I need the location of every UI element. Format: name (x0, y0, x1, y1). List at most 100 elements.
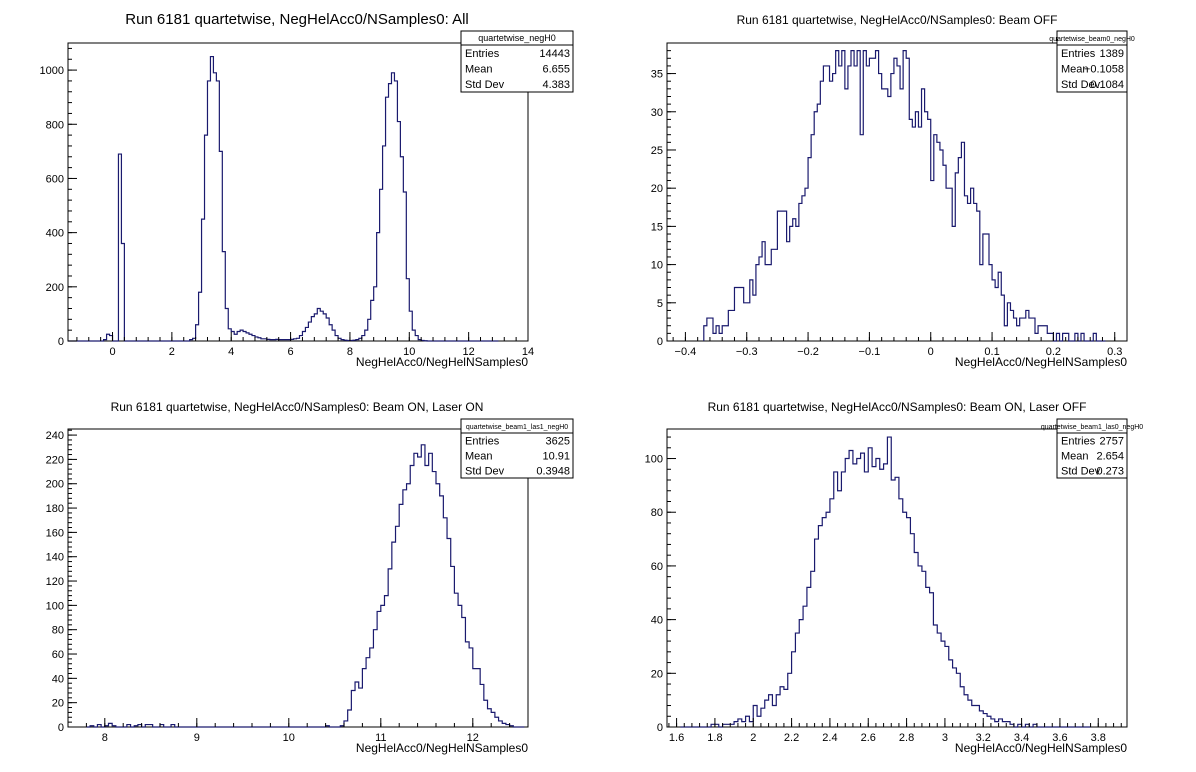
y-tick-label: 140 (46, 552, 64, 564)
y-tick-label: 40 (52, 673, 64, 685)
stats-label: Entries (1061, 48, 1096, 60)
x-axis-title: NegHelAcc0/NegHelNSamples0 (955, 355, 1127, 369)
plot-frame (666, 42, 1128, 342)
y-tick-label: 10 (651, 260, 663, 272)
stats-label: Mean (1061, 63, 1089, 75)
x-tick-label: −0.4 (675, 346, 697, 358)
x-axis-title: NegHelAcc0/NegHelNSamples0 (955, 741, 1127, 755)
y-tick-label: 40 (651, 615, 663, 627)
x-tick-label: −0.1 (859, 346, 881, 358)
y-tick-label: 100 (46, 600, 64, 612)
x-tick-label: 12 (463, 346, 475, 358)
stats-value: 14443 (539, 48, 570, 60)
stats-box: quartetwise_beam1_las0_negH0 Entries 2757 M… (1041, 418, 1143, 479)
stats-label: Entries (465, 48, 500, 60)
chart-panel-4: Run 6181 quartetwise, NegHelAcc0/NSample… (645, 400, 1144, 755)
x-tick-label: 2.6 (861, 732, 876, 744)
x-tick-label: 0 (109, 346, 115, 358)
y-tick-label: 200 (46, 282, 64, 294)
y-tick-label: 100 (645, 454, 663, 466)
x-tick-label: 14 (522, 346, 534, 358)
x-tick-label: 9 (194, 732, 200, 744)
stats-box-title: quartetwise_negH0 (478, 33, 556, 43)
histogram-series (680, 436, 1091, 728)
y-tick-label: 20 (52, 698, 64, 710)
stats-value: 0.273 (1096, 465, 1124, 477)
y-tick-label: 800 (46, 119, 64, 131)
stats-value: 3625 (546, 435, 570, 447)
x-tick-label: 12 (467, 732, 479, 744)
x-tick-label: 2.8 (899, 732, 914, 744)
stats-label: Std Dev (1061, 465, 1101, 477)
stats-box-frame (1056, 30, 1128, 93)
chart-title: Run 6181 quartetwise, NegHelAcc0/NSample… (737, 13, 1058, 27)
stats-box-frame (1056, 418, 1128, 479)
stats-box: quartetwise_beam0_negH0 Entries 1389 Mean−0… (1049, 30, 1135, 93)
y-tick-label: 240 (46, 430, 64, 442)
x-tick-label: 3.8 (1091, 732, 1106, 744)
chart-title: Run 6181 quartetwise, NegHelAcc0/NSample… (111, 400, 484, 414)
stats-box-title: quartetwise_beam0_negH0 (1049, 36, 1135, 43)
histogram-series (703, 50, 1106, 342)
stats-value: 0.3948 (536, 465, 570, 477)
stats-box: quartetwise_beam1_las1_negH0 Entries 3625 M… (460, 418, 574, 479)
y-tick-label: 60 (52, 649, 64, 661)
stats-value: 2.654 (1096, 450, 1124, 462)
y-tick-label: 20 (651, 668, 663, 680)
chart-title: Run 6181 quartetwise, NegHelAcc0/NSample… (125, 11, 469, 28)
x-tick-label: 1.8 (707, 732, 722, 744)
y-tick-label: 0 (657, 722, 663, 734)
stats-label: Std Dev (1061, 79, 1101, 91)
y-tick-label: 80 (651, 507, 663, 519)
y-tick-label: 5 (657, 298, 663, 310)
x-tick-label: −0.3 (736, 346, 758, 358)
x-tick-label: 10 (403, 346, 415, 358)
y-tick-label: 60 (651, 561, 663, 573)
x-tick-label: 0.1 (984, 346, 999, 358)
stats-value: 1389 (1100, 48, 1124, 60)
histogram-series (86, 444, 525, 728)
stats-label: Std Dev (465, 79, 505, 91)
chart-panel-2: Run 6181 quartetwise, NegHelAcc0/NSample… (651, 13, 1135, 369)
histogram-series (68, 55, 499, 342)
x-tick-label: 0 (928, 346, 934, 358)
y-tick-label: 220 (46, 454, 64, 466)
x-tick-label: 6 (288, 346, 294, 358)
x-tick-label: 2 (750, 732, 756, 744)
x-tick-label: 2.2 (784, 732, 799, 744)
y-tick-label: 25 (651, 145, 663, 157)
x-axis-title: NegHelAcc0/NegHelNSamples0 (356, 741, 528, 755)
stats-box-title: quartetwise_beam1_las1_negH0 (466, 424, 568, 431)
y-tick-label: 0 (58, 336, 64, 348)
y-tick-label: 600 (46, 173, 64, 185)
stats-value: 2757 (1100, 435, 1124, 447)
y-tick-label: 180 (46, 503, 64, 515)
stats-label: Mean (1061, 450, 1089, 462)
x-axis-title: NegHelAcc0/NegHelNSamples0 (356, 355, 528, 369)
stats-label: Mean (465, 450, 493, 462)
stats-label: Entries (1061, 435, 1096, 447)
y-tick-label: 120 (46, 576, 64, 588)
y-tick-label: 20 (651, 183, 663, 195)
y-tick-label: 0 (657, 336, 663, 348)
stats-label: Entries (465, 435, 500, 447)
y-tick-label: 80 (52, 625, 64, 637)
x-tick-label: 2.4 (822, 732, 837, 744)
chart-panel-3: Run 6181 quartetwise, NegHelAcc0/NSample… (46, 400, 574, 755)
x-tick-label: 0.3 (1107, 346, 1122, 358)
y-tick-label: 400 (46, 228, 64, 240)
x-tick-label: 2 (169, 346, 175, 358)
stats-value: 0.1084 (1090, 79, 1124, 91)
y-tick-label: 30 (651, 107, 663, 119)
y-tick-label: 15 (651, 221, 663, 233)
stats-label: Std Dev (465, 465, 505, 477)
plot-frame (67, 42, 529, 342)
y-tick-label: 0 (58, 722, 64, 734)
y-tick-label: 160 (46, 527, 64, 539)
y-tick-label: 200 (46, 479, 64, 491)
stats-box-title: quartetwise_beam1_las0_negH0 (1041, 424, 1143, 431)
stats-value: 4.383 (542, 79, 570, 91)
stats-box-frame (460, 30, 574, 93)
x-tick-label: 11 (375, 732, 386, 744)
